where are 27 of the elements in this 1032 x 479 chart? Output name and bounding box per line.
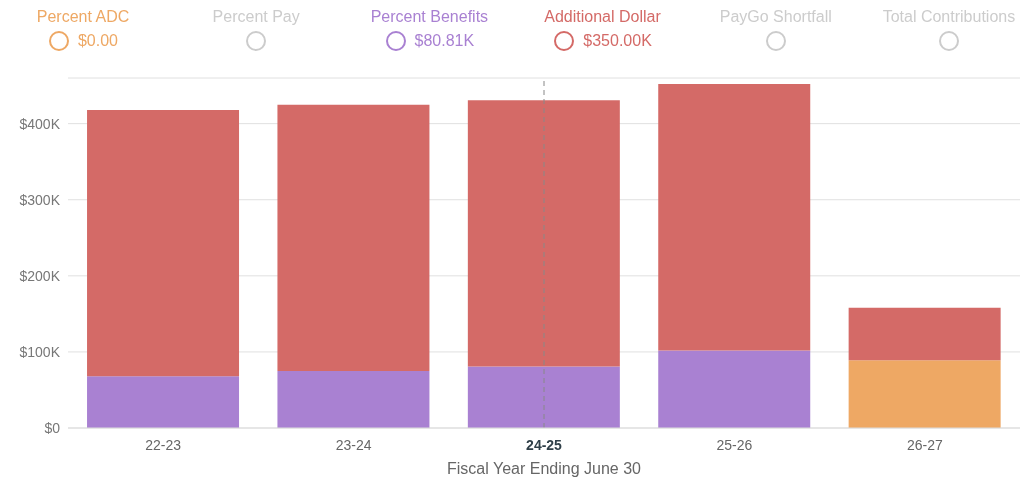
text: Additional Dollar	[544, 8, 661, 26]
bar	[848, 307, 1001, 361]
text: $80.81K	[414, 32, 475, 50]
x-tick-label: 22-23	[145, 437, 182, 453]
bar	[848, 360, 1001, 428]
x-tick-label: 25-26	[716, 437, 753, 453]
text: $0.00	[77, 32, 119, 50]
y-tick-label: $200K	[19, 267, 61, 284]
bar	[467, 100, 620, 367]
bar	[277, 370, 430, 428]
bar	[658, 350, 811, 428]
bar	[87, 109, 240, 377]
text: Percent ADC	[36, 8, 130, 26]
text: $350.00K	[583, 32, 652, 50]
y-tick-label: $400K	[19, 115, 61, 132]
bar	[277, 104, 430, 371]
bar	[87, 376, 240, 428]
bar	[658, 84, 811, 351]
bar	[467, 366, 620, 428]
y-tick-label: $0	[44, 419, 61, 436]
y-tick-label: $100K	[19, 343, 61, 360]
x-axis-title: Fiscal Year Ending June 30	[447, 460, 642, 477]
x-tick-label: 23-24	[335, 437, 372, 453]
x-tick-label: 26-27	[906, 437, 943, 453]
text: Percent Benefits	[370, 8, 489, 26]
y-tick-label: $300K	[19, 191, 61, 208]
x-tick-label: 24-25	[526, 437, 563, 453]
